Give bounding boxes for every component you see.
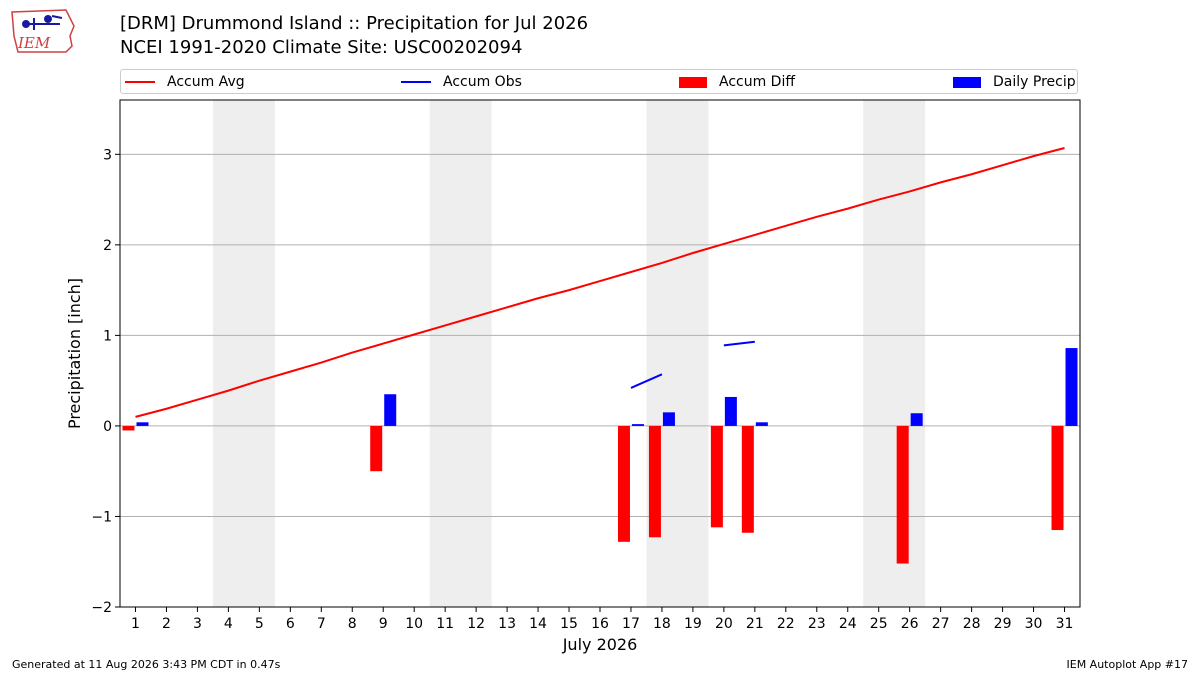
legend-swatch-daily-precip	[953, 76, 981, 88]
chart-title: [DRM] Drummond Island :: Precipitation f…	[120, 13, 589, 34]
bar-accum-diff	[648, 425, 661, 538]
bar-daily-precip	[724, 396, 737, 426]
x-tick-label: 30	[1025, 616, 1043, 632]
legend-label-accum-avg: Accum Avg	[167, 74, 245, 90]
x-tick-label: 20	[715, 616, 733, 632]
x-tick-label: 6	[286, 616, 295, 632]
chart-legend: Accum Avg Accum Obs Accum Diff Daily Pre…	[120, 69, 1078, 94]
x-tick-label: 14	[529, 616, 547, 632]
iowa-outline-icon	[11, 9, 75, 53]
legend-item-accum-obs: Accum Obs	[401, 73, 522, 91]
x-tick-label: 3	[193, 616, 202, 632]
legend-label-accum-diff: Accum Diff	[719, 74, 796, 90]
y-tick-label: 0	[103, 419, 112, 435]
bar-accum-diff	[370, 425, 383, 472]
x-tick-label: 18	[653, 616, 671, 632]
y-tick-label: 3	[103, 147, 112, 163]
chart-subtitle: NCEI 1991-2020 Climate Site: USC00202094	[120, 37, 523, 58]
line-accum-obs	[723, 340, 755, 347]
line-accum-avg	[135, 147, 1065, 418]
x-tick-label: 24	[839, 616, 857, 632]
weekend-band	[863, 100, 926, 607]
legend-label-accum-obs: Accum Obs	[443, 74, 522, 90]
x-tick-label: 11	[436, 616, 454, 632]
legend-item-accum-avg: Accum Avg	[125, 73, 245, 91]
x-tick-label: 25	[870, 616, 888, 632]
autoplot-app-label: IEM Autoplot App #17	[1066, 658, 1189, 671]
bar-accum-diff	[896, 425, 909, 564]
bar-accum-diff	[122, 425, 135, 431]
x-tick-label: 2	[162, 616, 171, 632]
generated-timestamp: Generated at 11 Aug 2026 3:43 PM CDT in …	[12, 658, 281, 671]
x-tick-label: 9	[379, 616, 388, 632]
x-tick-label: 8	[348, 616, 357, 632]
legend-swatch-accum-avg	[125, 81, 155, 83]
weekend-band	[212, 100, 275, 607]
x-tick-label: 21	[746, 616, 764, 632]
bar-accum-diff	[617, 425, 630, 542]
x-tick-label: 15	[560, 616, 578, 632]
legend-item-accum-diff: Accum Diff	[679, 73, 795, 91]
bar-daily-precip	[384, 394, 397, 426]
x-tick-label: 17	[622, 616, 640, 632]
line-accum-obs	[630, 373, 663, 389]
bar-accum-diff	[1051, 425, 1064, 531]
x-tick-label: 1	[131, 616, 140, 632]
weather-station-icon	[22, 15, 63, 30]
bar-daily-precip	[1065, 348, 1078, 426]
x-tick-label: 12	[467, 616, 485, 632]
bar-daily-precip	[136, 422, 149, 426]
x-tick-label: 16	[591, 616, 609, 632]
y-tick-label: −1	[91, 509, 112, 525]
legend-label-daily-precip: Daily Precip	[993, 74, 1076, 90]
bar-daily-precip	[755, 422, 768, 426]
iem-logo: IEM	[11, 9, 75, 53]
x-tick-label: 26	[901, 616, 919, 632]
x-tick-label: 13	[498, 616, 516, 632]
bar-daily-precip	[910, 413, 923, 426]
x-tick-label: 5	[255, 616, 264, 632]
y-tick-label: 1	[103, 328, 112, 344]
x-tick-label: 29	[994, 616, 1012, 632]
x-tick-label: 31	[1056, 616, 1074, 632]
bar-accum-diff	[741, 425, 754, 533]
x-tick-label: 4	[224, 616, 233, 632]
y-tick-label: −2	[91, 600, 112, 616]
y-axis-label: Precipitation [inch]	[65, 278, 84, 429]
bar-accum-diff	[710, 425, 723, 528]
y-tick-label: 2	[103, 238, 112, 254]
x-tick-label: 28	[963, 616, 981, 632]
legend-item-daily-precip: Daily Precip	[953, 73, 1076, 91]
x-tick-label: 23	[808, 616, 826, 632]
x-tick-label: 27	[932, 616, 950, 632]
x-tick-label: 7	[317, 616, 326, 632]
legend-swatch-accum-diff	[679, 76, 707, 88]
x-tick-label: 19	[684, 616, 702, 632]
bar-daily-precip	[631, 424, 644, 426]
logo-text: IEM	[17, 34, 51, 52]
weekend-band	[429, 100, 492, 607]
x-axis-label: July 2026	[562, 635, 638, 654]
bar-daily-precip	[662, 412, 675, 426]
x-tick-label: 10	[405, 616, 423, 632]
legend-swatch-accum-obs	[401, 81, 431, 83]
x-tick-label: 22	[777, 616, 795, 632]
